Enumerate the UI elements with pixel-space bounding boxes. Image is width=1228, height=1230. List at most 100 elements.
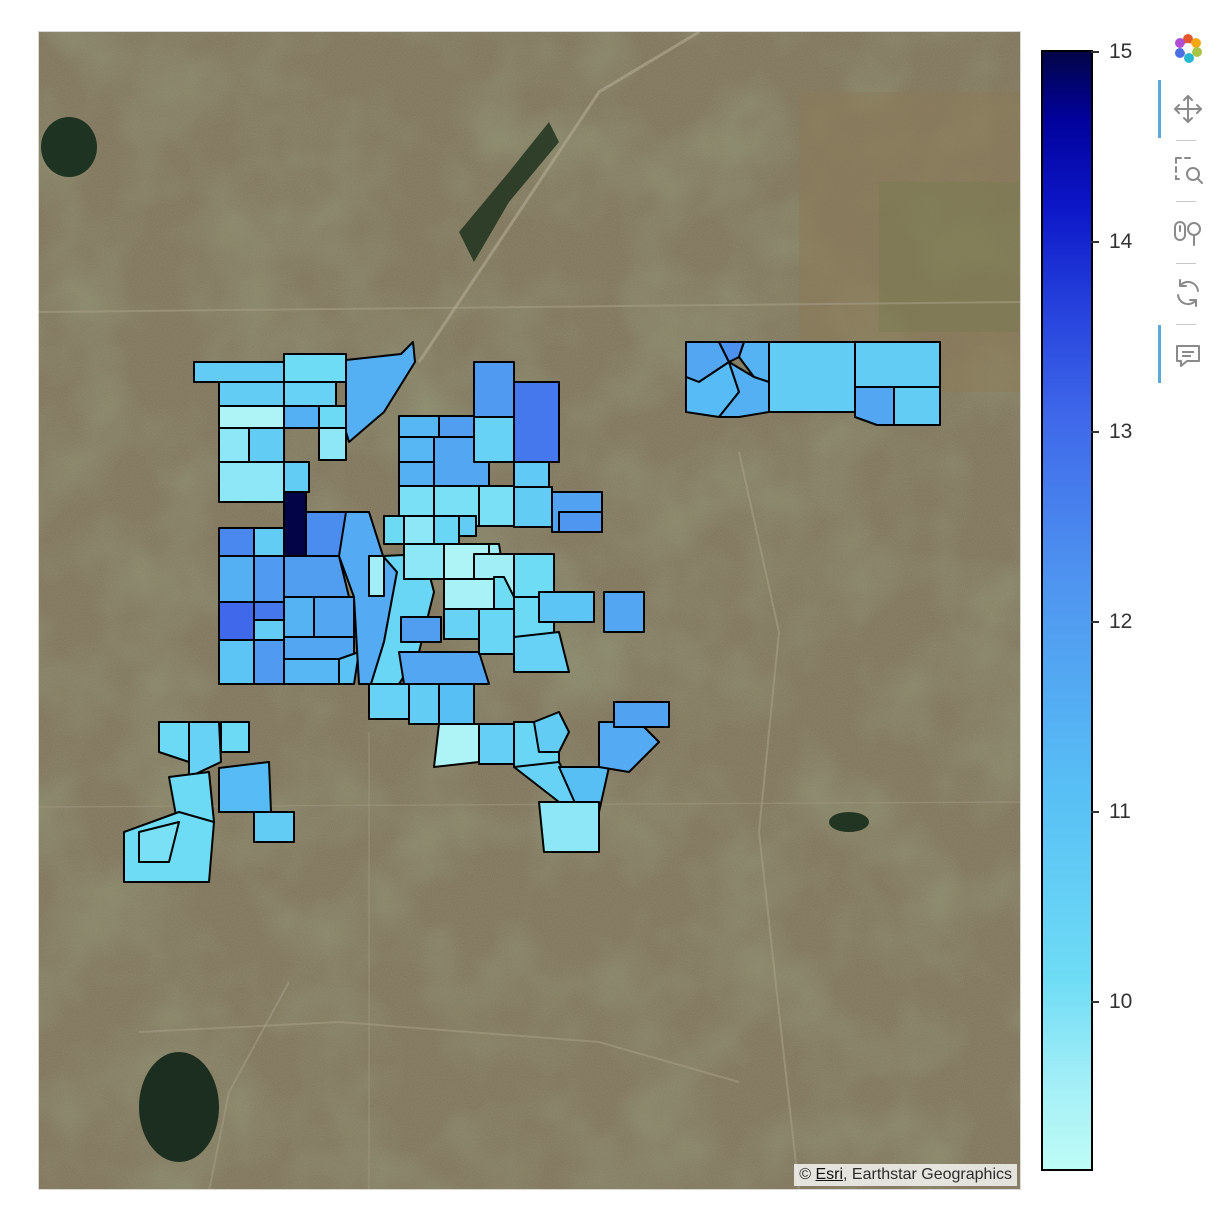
colorbar-tick-label: 15	[1109, 40, 1133, 63]
census-tract[interactable]	[558, 511, 603, 533]
census-tract[interactable]	[218, 427, 250, 463]
census-tract[interactable]	[313, 596, 355, 638]
census-tract[interactable]	[383, 515, 405, 545]
census-tract[interactable]	[768, 341, 856, 413]
census-tract[interactable]	[218, 555, 255, 603]
census-tract[interactable]	[283, 381, 337, 407]
census-tract[interactable]	[283, 353, 347, 383]
census-tract[interactable]	[218, 761, 272, 813]
census-tract[interactable]	[368, 555, 385, 597]
census-tract[interactable]	[368, 683, 410, 720]
census-tract[interactable]	[478, 723, 515, 765]
census-tract[interactable]	[603, 591, 645, 633]
attribution-prefix: ©	[799, 1166, 816, 1183]
toolbar-separator	[1176, 263, 1196, 264]
census-tract[interactable]	[473, 416, 515, 463]
census-tract[interactable]	[513, 381, 560, 463]
hover-icon[interactable]	[1172, 340, 1204, 372]
census-tract[interactable]	[283, 555, 350, 598]
census-tract[interactable]	[398, 651, 490, 685]
toolbar-separator	[1176, 140, 1196, 141]
census-tract[interactable]	[188, 721, 222, 778]
census-tract[interactable]	[513, 631, 570, 673]
toolbar-separator	[1176, 324, 1196, 325]
choropleth-layer[interactable]	[123, 341, 941, 883]
census-tract[interactable]	[400, 616, 442, 643]
census-tract[interactable]	[193, 361, 285, 383]
census-tract[interactable]	[283, 636, 355, 660]
census-tract[interactable]	[253, 639, 285, 685]
census-tract[interactable]	[458, 515, 477, 537]
census-tract[interactable]	[478, 608, 515, 655]
census-tract[interactable]	[398, 415, 440, 438]
census-tract[interactable]	[533, 711, 570, 753]
census-tract[interactable]	[218, 527, 255, 557]
census-tract[interactable]	[433, 723, 480, 768]
colorbar-tick-label: 11	[1109, 800, 1131, 823]
census-tract[interactable]	[718, 361, 770, 418]
census-tract[interactable]	[403, 543, 445, 580]
census-tract[interactable]	[338, 651, 360, 685]
census-tract[interactable]	[218, 601, 255, 641]
census-tract[interactable]	[318, 427, 347, 461]
census-tract[interactable]	[854, 341, 941, 388]
box-zoom-icon[interactable]	[1172, 154, 1204, 186]
census-tract[interactable]	[253, 527, 285, 557]
census-tract[interactable]	[513, 486, 553, 528]
census-tract[interactable]	[283, 491, 307, 557]
map-canvas[interactable]	[39, 32, 1021, 1190]
map-attribution: © Esri, Earthstar Geographics	[794, 1164, 1017, 1186]
census-tract[interactable]	[253, 555, 285, 603]
colorbar	[1041, 50, 1093, 1171]
census-tract[interactable]	[613, 701, 670, 728]
census-tract[interactable]	[438, 683, 475, 730]
census-tract[interactable]	[283, 596, 315, 638]
lake-southwest	[139, 1052, 219, 1162]
hover-active-indicator	[1158, 325, 1161, 383]
toolbar-separator	[1176, 201, 1196, 202]
plot-toolbar	[1158, 28, 1218, 408]
census-tract[interactable]	[398, 436, 435, 463]
census-tract[interactable]	[283, 658, 340, 685]
colorbar-tick-label: 10	[1109, 990, 1133, 1013]
census-tract[interactable]	[318, 405, 347, 429]
census-tract[interactable]	[408, 683, 440, 725]
census-tract[interactable]	[345, 341, 416, 443]
census-tract[interactable]	[473, 361, 515, 418]
census-tract[interactable]	[398, 461, 435, 487]
colorbar-axis: 15 14 13 12 11 10	[1091, 40, 1153, 1171]
lake-northwest	[41, 117, 97, 177]
pan-icon[interactable]	[1172, 93, 1204, 125]
census-tract[interactable]	[253, 619, 285, 641]
census-tract[interactable]	[218, 461, 285, 503]
bokeh-logo-icon[interactable]	[1172, 32, 1204, 64]
census-tract[interactable]	[218, 639, 255, 685]
colorbar-tick-label: 12	[1109, 610, 1133, 633]
census-tract[interactable]	[513, 553, 555, 598]
census-tract[interactable]	[538, 591, 595, 623]
census-tract[interactable]	[138, 821, 180, 863]
census-tract[interactable]	[854, 386, 895, 426]
census-tract[interactable]	[438, 415, 478, 438]
census-tract[interactable]	[283, 461, 310, 493]
census-tract[interactable]	[893, 386, 941, 426]
census-tract[interactable]	[478, 485, 515, 527]
census-tract[interactable]	[218, 405, 285, 429]
census-tract[interactable]	[248, 427, 285, 463]
census-tract[interactable]	[220, 721, 250, 753]
census-tract[interactable]	[253, 811, 295, 843]
pan-active-indicator	[1158, 80, 1161, 138]
attribution-suffix: , Earthstar Geographics	[843, 1166, 1012, 1183]
census-tract[interactable]	[218, 381, 285, 407]
census-tract[interactable]	[513, 461, 550, 488]
wheel-zoom-icon[interactable]	[1172, 216, 1204, 248]
esri-link[interactable]: Esri	[815, 1166, 844, 1183]
census-tract[interactable]	[283, 405, 320, 429]
census-tract[interactable]	[433, 515, 460, 547]
census-tract[interactable]	[538, 801, 600, 853]
map-panel[interactable]: © Esri, Earthstar Geographics	[38, 31, 1021, 1190]
census-tract[interactable]	[443, 578, 500, 610]
reset-icon[interactable]	[1172, 277, 1204, 309]
colorbar-tick-label: 14	[1109, 230, 1133, 253]
census-tract[interactable]	[253, 601, 285, 621]
